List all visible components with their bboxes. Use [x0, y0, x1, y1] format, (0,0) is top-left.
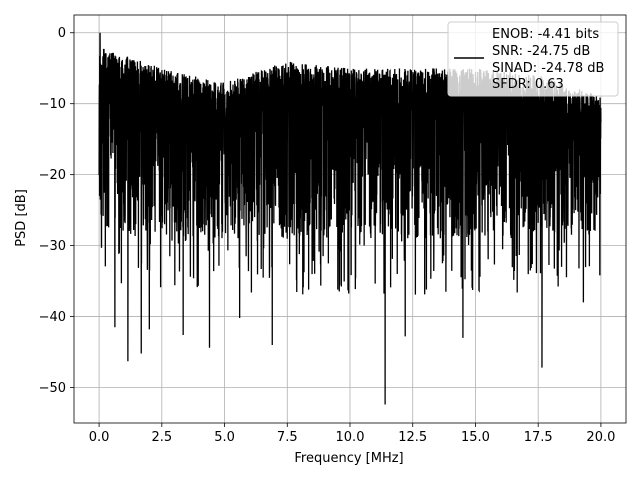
x-tick-label: 2.5 — [151, 430, 172, 445]
x-tick-label: 20.0 — [586, 430, 615, 445]
y-tick-label: −40 — [39, 310, 66, 325]
x-tick-label: 15.0 — [461, 430, 490, 445]
x-axis-ticks: 0.0 2.5 5.0 7.5 10.0 12.5 15.0 17.5 20.0 — [89, 423, 615, 445]
x-tick-label: 0.0 — [89, 430, 110, 445]
x-tick-label: 7.5 — [277, 430, 298, 445]
y-tick-label: −10 — [39, 97, 66, 112]
y-axis-ticks: 0 −10 −20 −30 −40 −50 — [39, 26, 74, 396]
y-tick-label: −20 — [39, 168, 66, 183]
legend-box — [447, 21, 619, 97]
legend-entry-enob: ENOB: -4.41 bits — [492, 27, 599, 42]
y-tick-label: −50 — [39, 381, 66, 396]
legend-entry-sinad: SINAD: -24.78 dB — [492, 61, 604, 76]
y-tick-label: 0 — [58, 26, 66, 41]
legend: ENOB: -4.41 bits SNR: -24.75 dB SINAD: -… — [447, 21, 619, 97]
x-tick-label: 17.5 — [524, 430, 553, 445]
y-tick-label: −30 — [39, 239, 66, 254]
y-axis-label: PSD [dB] — [14, 189, 29, 247]
x-axis-label: Frequency [MHz] — [294, 451, 403, 466]
x-tick-label: 10.0 — [336, 430, 365, 445]
series-layer — [98, 32, 602, 405]
legend-entry-snr: SNR: -24.75 dB — [492, 44, 590, 59]
legend-entry-sfdr: SFDR: 0.63 — [492, 77, 564, 92]
psd-series-line — [98, 32, 602, 405]
x-tick-label: 5.0 — [214, 430, 235, 445]
x-tick-label: 12.5 — [398, 430, 427, 445]
